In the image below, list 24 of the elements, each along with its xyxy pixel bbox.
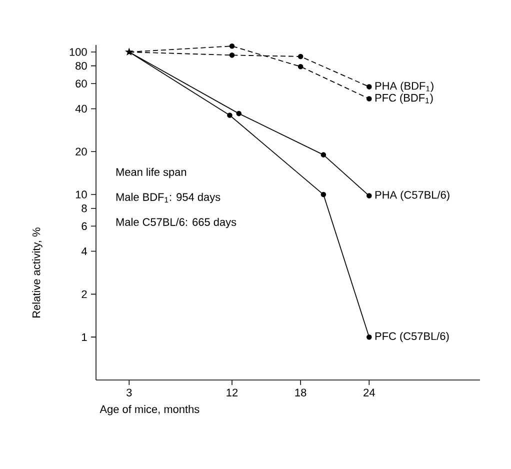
y-tick-label: 40 <box>75 104 87 113</box>
series-label: PHA (BDF$_{1}$) <box>375 82 434 92</box>
annotation: Mean life span <box>116 168 186 178</box>
y-axis-title: Relative activity, % <box>32 228 42 318</box>
x-tick-label: 3 <box>126 388 132 396</box>
y-tick-label: 2 <box>82 290 87 298</box>
annotation: Male C57BL/6: 665 days <box>116 218 236 228</box>
series-label: PFC (BDF$_{1}$) <box>375 94 433 104</box>
y-tick-label: 80 <box>76 62 87 70</box>
y-tick-label: 1 <box>82 333 87 341</box>
x-tick-label: 18 <box>295 388 306 396</box>
y-tick-label: 60 <box>76 80 87 88</box>
y-tick-label: 4 <box>81 248 87 256</box>
y-tick-label: 20 <box>76 148 87 156</box>
y-tick-label: 8 <box>82 204 87 212</box>
series-label: PFC (C57BL/6) <box>375 332 449 342</box>
x-tick-label: 24 <box>364 388 375 396</box>
y-tick-label: 6 <box>82 222 87 230</box>
series-label: PHA (C57BL/6) <box>375 190 450 201</box>
x-tick-label: 12 <box>226 388 238 396</box>
annotation: Male BDF$_{1}$: 954 days <box>116 192 220 204</box>
y-tick-label: 100 <box>70 48 87 56</box>
x-axis-title: Age of mice, months <box>100 405 200 416</box>
y-tick-label: 10 <box>76 190 87 198</box>
